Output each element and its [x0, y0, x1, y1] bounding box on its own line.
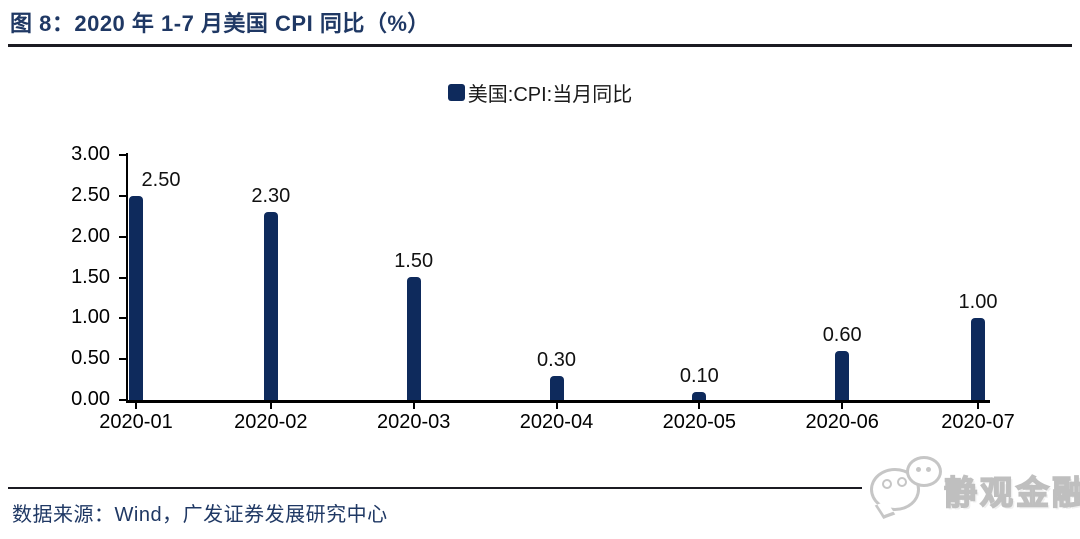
bar-2020-03 [406, 277, 421, 400]
y-axis-label: 0.00 [71, 388, 110, 410]
y-axis-line [126, 153, 128, 403]
legend-label: 美国:CPI:当月同比 [467, 83, 633, 106]
y-axis-label: 1.00 [71, 306, 110, 329]
y-axis-tick [119, 235, 128, 238]
y-axis-label: 1.50 [71, 265, 110, 288]
title-divider [8, 44, 1072, 47]
y-axis-tick [119, 317, 128, 320]
footer-divider [8, 487, 1072, 489]
y-axis-tick [119, 194, 128, 197]
bar-value-label: 1.00 [958, 291, 998, 313]
bar-2020-07 [971, 318, 985, 400]
x-axis-line [126, 400, 990, 403]
x-axis-tick [841, 402, 844, 409]
bar-value-label: 0.60 [822, 324, 862, 346]
bar-value-label: 2.30 [251, 185, 291, 207]
y-axis-tick [119, 399, 128, 401]
x-axis-tick [698, 402, 701, 409]
legend: 美国:CPI:当月同比 [0, 80, 1080, 106]
wechat-icon [870, 468, 920, 511]
x-axis-label: 2020-03 [376, 411, 451, 433]
y-axis-label: 2.50 [71, 183, 110, 206]
y-axis-tick [119, 276, 128, 279]
y-axis-label: 0.50 [71, 347, 110, 370]
x-axis-label: 2020-01 [99, 411, 173, 433]
y-axis-label: 3.00 [71, 143, 110, 165]
bar-2020-04 [549, 376, 564, 400]
x-axis-label: 2020-05 [662, 411, 737, 433]
wechat-small-bubble-icon [906, 456, 942, 487]
x-axis-tick [977, 402, 979, 409]
watermark: 静观金融 [862, 454, 1080, 518]
x-axis-tick [555, 402, 558, 409]
x-axis-label: 2020-02 [234, 411, 308, 433]
bar-2020-02 [263, 212, 278, 400]
y-axis-tick [119, 358, 128, 361]
x-axis-label: 2020-04 [519, 411, 594, 433]
x-axis-label: 2020-07 [941, 411, 1015, 433]
data-source-text: 数据来源：Wind，广发证券发展研究中心 [12, 504, 388, 526]
bar-value-label: 0.10 [679, 365, 719, 387]
bar-2020-05 [692, 392, 707, 400]
figure-title: 图 8：2020 年 1-7 月美国 CPI 同比（%） [10, 11, 430, 36]
x-axis-label: 2020-06 [805, 411, 879, 433]
bar-value-label: 1.50 [394, 250, 434, 272]
x-axis-tick [412, 402, 415, 409]
bar-2020-06 [835, 351, 850, 400]
y-axis-tick [119, 154, 128, 156]
x-axis-tick [135, 402, 137, 409]
bar-2020-01 [129, 196, 143, 400]
watermark-text: 静观金融 [943, 473, 1080, 512]
x-axis-tick [269, 402, 272, 409]
bar-value-label: 2.50 [141, 169, 181, 191]
y-axis-label: 2.00 [71, 224, 110, 247]
legend-marker [447, 83, 465, 101]
bar-value-label: 0.30 [537, 349, 576, 371]
